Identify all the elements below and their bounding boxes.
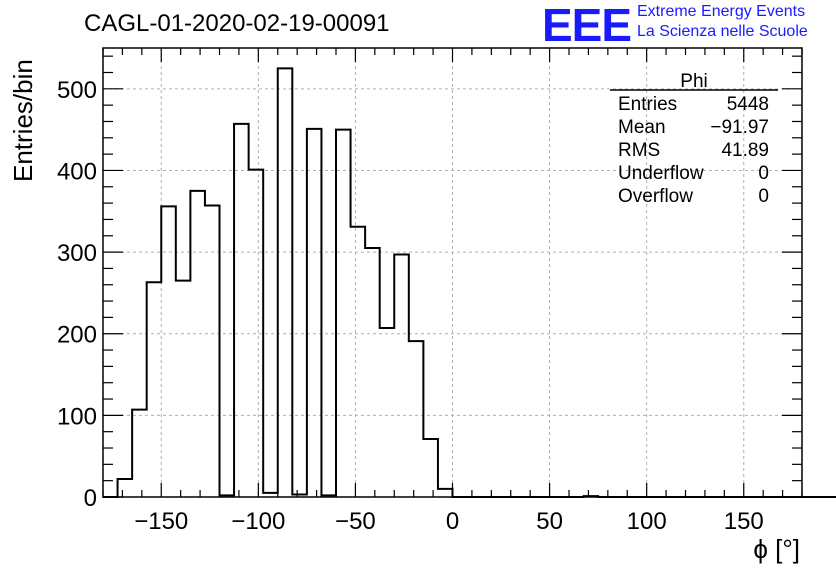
- chart-title: CAGL-01-2020-02-19-00091: [84, 10, 390, 37]
- x-tick-label: −50: [335, 508, 376, 535]
- stats-value: 0: [758, 163, 769, 184]
- x-tick-label: 150: [724, 508, 764, 535]
- x-tick-label: 0: [446, 508, 459, 535]
- stats-title: Phi: [680, 71, 707, 92]
- y-tick-label: 100: [57, 403, 97, 430]
- y-axis-label: Entries/bin: [8, 59, 38, 182]
- y-tick-label: 400: [57, 158, 97, 185]
- stats-label: Underflow: [618, 163, 704, 184]
- axis-ticks: [102, 48, 803, 498]
- logo-line-1: Extreme Energy Events: [637, 3, 806, 20]
- y-tick-labels: 0 100 200 300 400 500: [57, 77, 97, 512]
- logo-line-2: La Scienza nelle Scuole: [637, 23, 808, 40]
- stats-label: Mean: [618, 117, 666, 138]
- x-tick-label: −100: [231, 508, 285, 535]
- x-tick-label: −150: [134, 508, 188, 535]
- grid-lines: [103, 48, 802, 497]
- stats-value: 5448: [727, 94, 769, 115]
- stats-label: RMS: [618, 140, 660, 161]
- logo-mark: EEE: [542, 0, 632, 51]
- stats-value: −91.97: [710, 117, 769, 138]
- x-axis-label: ϕ [°]: [753, 534, 800, 564]
- stats-value: 41.89: [721, 140, 769, 161]
- stats-value: 0: [758, 186, 769, 207]
- x-tick-label: 50: [536, 508, 563, 535]
- y-tick-label: 200: [57, 322, 97, 349]
- stats-box: Phi Entries 5448 Mean −91.97 RMS 41.89 U…: [610, 71, 778, 207]
- histogram-series: [103, 67, 836, 498]
- stats-label: Overflow: [618, 186, 693, 207]
- x-tick-labels: −150 −100 −50 0 50 100 150: [134, 508, 764, 535]
- y-tick-label: 300: [57, 240, 97, 267]
- y-tick-label: 500: [57, 77, 97, 104]
- x-tick-label: 100: [627, 508, 667, 535]
- y-tick-label: 0: [84, 485, 97, 512]
- stats-label: Entries: [618, 94, 677, 115]
